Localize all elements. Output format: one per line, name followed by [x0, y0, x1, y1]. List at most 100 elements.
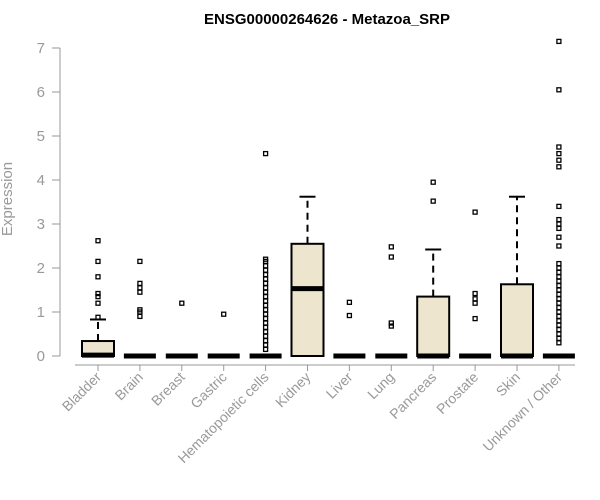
- box-bladder: [81, 238, 115, 358]
- outlier-point: [95, 258, 101, 265]
- outlier-point: [262, 302, 269, 309]
- box-rect: [416, 295, 451, 358]
- outlier-point: [388, 254, 394, 260]
- outlier-point: [262, 333, 269, 339]
- outlier-point: [556, 287, 562, 293]
- outlier-point: [262, 320, 269, 326]
- y-tick-label: 0: [37, 348, 45, 365]
- box-breast: [165, 300, 198, 359]
- outlier-point: [556, 157, 562, 163]
- x-tick-label: Lung: [364, 369, 397, 402]
- outlier-point: [262, 342, 269, 348]
- outlier-point: [262, 329, 269, 335]
- outlier-point: [262, 263, 269, 269]
- outlier-point: [556, 269, 562, 276]
- outlier-point: [430, 198, 436, 204]
- outlier-point: [262, 289, 269, 295]
- outlier-point: [262, 267, 269, 273]
- box-skin: [500, 195, 534, 359]
- outlier-point: [472, 300, 478, 306]
- outlier-point: [346, 312, 353, 319]
- outlier-point: [137, 280, 143, 287]
- outlier-point: [556, 313, 562, 320]
- outlier-point: [137, 258, 143, 265]
- outlier-point: [137, 313, 143, 320]
- outlier-point: [137, 285, 143, 291]
- outlier-point: [262, 285, 269, 291]
- y-tick-label: 6: [37, 84, 45, 101]
- outlier-point: [556, 225, 562, 232]
- outlier-point: [262, 307, 269, 313]
- outlier-point: [262, 280, 269, 287]
- outlier-point: [556, 221, 562, 227]
- outlier-point: [556, 291, 562, 298]
- outlier-point: [262, 311, 269, 317]
- y-tick-label: 1: [37, 304, 45, 321]
- outlier-point: [221, 311, 227, 317]
- box-gastric: [207, 311, 240, 359]
- x-tick-label: Pancreas: [386, 369, 439, 422]
- outlier-point: [472, 315, 478, 322]
- outlier-point: [556, 274, 562, 280]
- outlier-point: [346, 299, 353, 305]
- outlier-point: [556, 216, 562, 223]
- outlier-point: [95, 293, 101, 300]
- box-unknown-other: [542, 38, 575, 359]
- outlier-point: [95, 300, 101, 306]
- y-tick-label: 3: [37, 216, 45, 233]
- outlier-point: [556, 326, 562, 333]
- x-tick-label: Prostate: [433, 369, 481, 417]
- outlier-point: [95, 290, 101, 297]
- box-lung: [375, 244, 408, 359]
- outlier-point: [556, 304, 562, 311]
- box-prostate: [459, 209, 492, 359]
- x-tick-label: Skin: [493, 369, 524, 400]
- outlier-point: [556, 335, 562, 342]
- outlier-point: [556, 318, 562, 324]
- outlier-point: [137, 307, 143, 313]
- y-ticks: 0 1 2 3 4 5 6 7: [37, 40, 60, 365]
- y-tick-label: 7: [37, 40, 45, 57]
- y-tick-label: 2: [37, 260, 45, 277]
- outlier-point: [262, 346, 269, 353]
- outlier-point: [556, 282, 562, 289]
- outlier-point: [556, 150, 562, 157]
- outlier-point: [556, 278, 562, 284]
- x-tick-label: Kidney: [272, 369, 314, 411]
- box-hematopoietic-cells: [249, 150, 282, 359]
- outlier-point: [262, 337, 269, 344]
- outlier-point: [262, 298, 269, 304]
- y-tick-label: 4: [37, 172, 45, 189]
- outlier-point: [556, 340, 562, 346]
- outlier-point: [556, 296, 562, 302]
- chart-title: ENSG00000264626 - Metazoa_SRP: [204, 11, 450, 28]
- outlier-point: [556, 87, 562, 93]
- outlier-point: [556, 322, 562, 328]
- outlier-point: [179, 300, 185, 306]
- outlier-point: [472, 290, 478, 297]
- x-tick-label: Bladder: [59, 369, 105, 415]
- box-rect: [500, 283, 534, 357]
- outlier-point: [472, 209, 478, 215]
- outlier-point: [556, 234, 562, 240]
- outlier-point: [262, 256, 269, 262]
- outlier-point: [556, 243, 562, 249]
- outlier-point: [430, 179, 436, 185]
- outlier-point: [262, 276, 269, 282]
- box-rect: [290, 242, 325, 357]
- outlier-point: [95, 238, 101, 244]
- outlier-point: [95, 314, 101, 320]
- box-liver: [333, 299, 366, 359]
- x-tick-label: Breast: [148, 369, 188, 409]
- outlier-point: [556, 331, 562, 337]
- outlier-point: [262, 324, 269, 331]
- outlier-point: [556, 164, 562, 170]
- box-kidney: [290, 195, 325, 357]
- outlier-point: [262, 293, 269, 300]
- outlier-point: [262, 271, 269, 278]
- outlier-point: [556, 203, 562, 210]
- outlier-point: [556, 300, 562, 306]
- x-tick-label: Brain: [112, 369, 146, 403]
- outlier-point: [388, 320, 394, 326]
